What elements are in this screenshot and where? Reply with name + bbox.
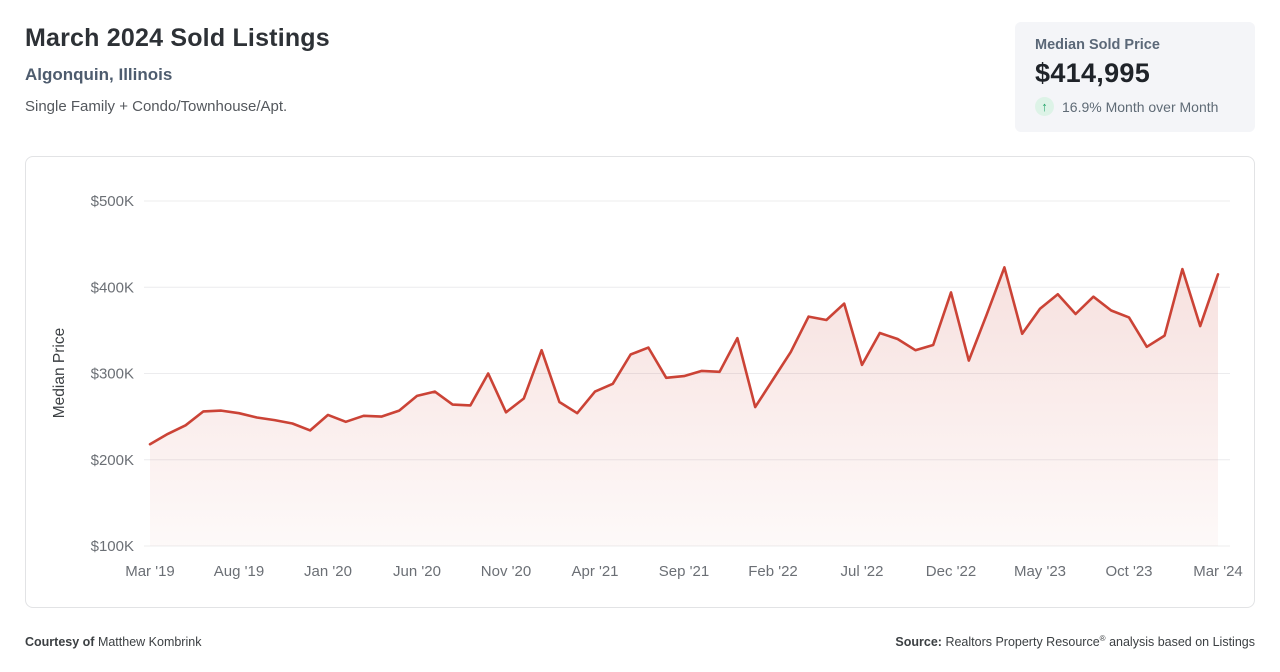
y-axis-title: Median Price: [51, 328, 68, 418]
y-tick-label: $200K: [91, 452, 134, 469]
series-area: [150, 267, 1218, 546]
x-tick-label: Dec '22: [926, 563, 976, 580]
header-titles: March 2024 Sold Listings Algonquin, Illi…: [25, 24, 330, 115]
courtesy-note: Courtesy of Matthew Kombrink: [25, 635, 201, 649]
registered-mark: ®: [1099, 634, 1106, 643]
x-tick-label: Jun '20: [393, 563, 441, 580]
x-tick-label: Jan '20: [304, 563, 352, 580]
y-tick-label: $400K: [91, 279, 134, 296]
courtesy-name: Matthew Kombrink: [97, 635, 202, 650]
source-label: Source:: [895, 635, 942, 650]
series-line: [148, 266, 1220, 446]
location-subtitle: Algonquin, Illinois: [25, 65, 173, 84]
y-tick-label: $100K: [91, 538, 134, 555]
header: March 2024 Sold Listings Algonquin, Illi…: [25, 22, 1255, 132]
trend-up-arrow-icon: ↑: [1035, 97, 1054, 116]
property-type-subtitle: Single Family + Condo/Townhouse/Apt.: [25, 98, 288, 115]
page-title: March 2024 Sold Listings: [25, 24, 330, 52]
x-tick-label: Nov '20: [481, 563, 531, 580]
source-text: Realtors Property Resource: [945, 635, 1100, 650]
stat-card-change-row: ↑ 16.9% Month over Month: [1035, 97, 1235, 116]
chart-card: $100K $200K $300K $400K $500K Mar '19 Aug '19 J…: [25, 156, 1255, 608]
x-tick-label: Oct '23: [1105, 563, 1152, 580]
x-tick-label: Sep '21: [659, 563, 709, 580]
source-text-tail: analysis based on Listings: [1109, 635, 1255, 650]
x-tick-label: Feb '22: [748, 563, 798, 580]
footer: Courtesy of Matthew Kombrink Source: Rea…: [25, 634, 1255, 649]
x-tick-label: Jul '22: [841, 563, 884, 580]
x-tick-label: Apr '21: [571, 563, 618, 580]
courtesy-label: Courtesy of: [25, 635, 95, 650]
stat-card-change-text: 16.9% Month over Month: [1062, 98, 1219, 115]
x-tick-label: May '23: [1014, 563, 1066, 580]
stat-card-label: Median Sold Price: [1035, 37, 1160, 53]
median-sold-price-card: Median Sold Price $414,995 ↑ 16.9% Month…: [1015, 22, 1255, 132]
x-tick-label: Mar '24: [1193, 563, 1243, 580]
y-tick-label: $300K: [91, 366, 134, 383]
y-tick-label: $500K: [91, 193, 134, 210]
stat-card-value: $414,995: [1035, 58, 1151, 88]
x-tick-label: Aug '19: [214, 563, 264, 580]
median-price-area-chart: $100K $200K $300K $400K $500K Mar '19 Aug '19 J…: [51, 193, 1243, 580]
source-note: Source: Realtors Property Resource® anal…: [895, 634, 1255, 649]
x-tick-label: Mar '19: [125, 563, 175, 580]
